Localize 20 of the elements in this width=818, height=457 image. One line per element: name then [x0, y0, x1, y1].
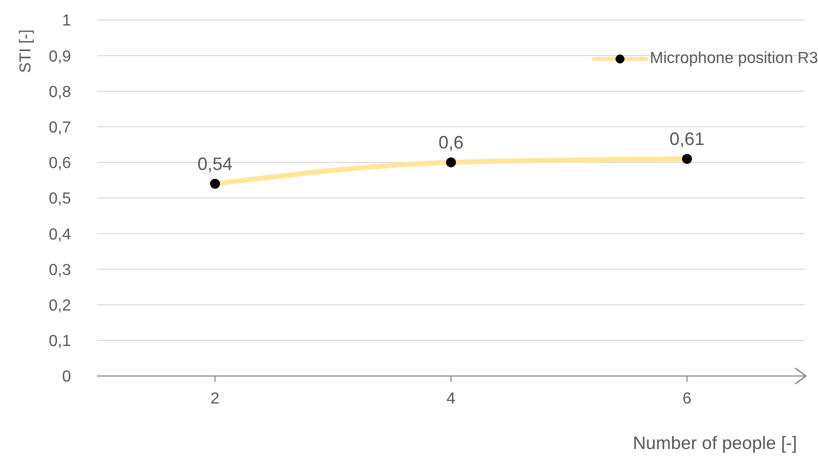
y-tick-label: 0,1 [48, 333, 72, 350]
y-axis-title: STI [-] [17, 29, 34, 73]
y-tick-label: 0,3 [48, 262, 72, 279]
y-tick-label: 0,9 [48, 48, 72, 66]
y-tick-label: 1 [62, 12, 72, 30]
x-tick-label: 4 [446, 390, 456, 408]
y-tick-label: 0,4 [48, 226, 72, 244]
y-tick-label: 0 [62, 368, 72, 386]
legend-label: Microphone position R3 [650, 50, 818, 68]
x-tick-label: 2 [210, 390, 220, 408]
data-label: 0,61 [669, 128, 705, 149]
x-tick-label: 6 [682, 390, 692, 408]
y-tick-label: 0,5 [48, 190, 72, 208]
x-axis-title: Number of people [-] [632, 433, 797, 453]
y-tick-label: 0,7 [48, 119, 72, 136]
y-tick-label: 0,2 [48, 297, 72, 314]
y-tick-label: 0,8 [48, 84, 72, 101]
y-tick-label: 0,6 [48, 155, 72, 172]
data-label: 0,6 [438, 132, 464, 152]
data-label: 0,54 [197, 154, 233, 174]
